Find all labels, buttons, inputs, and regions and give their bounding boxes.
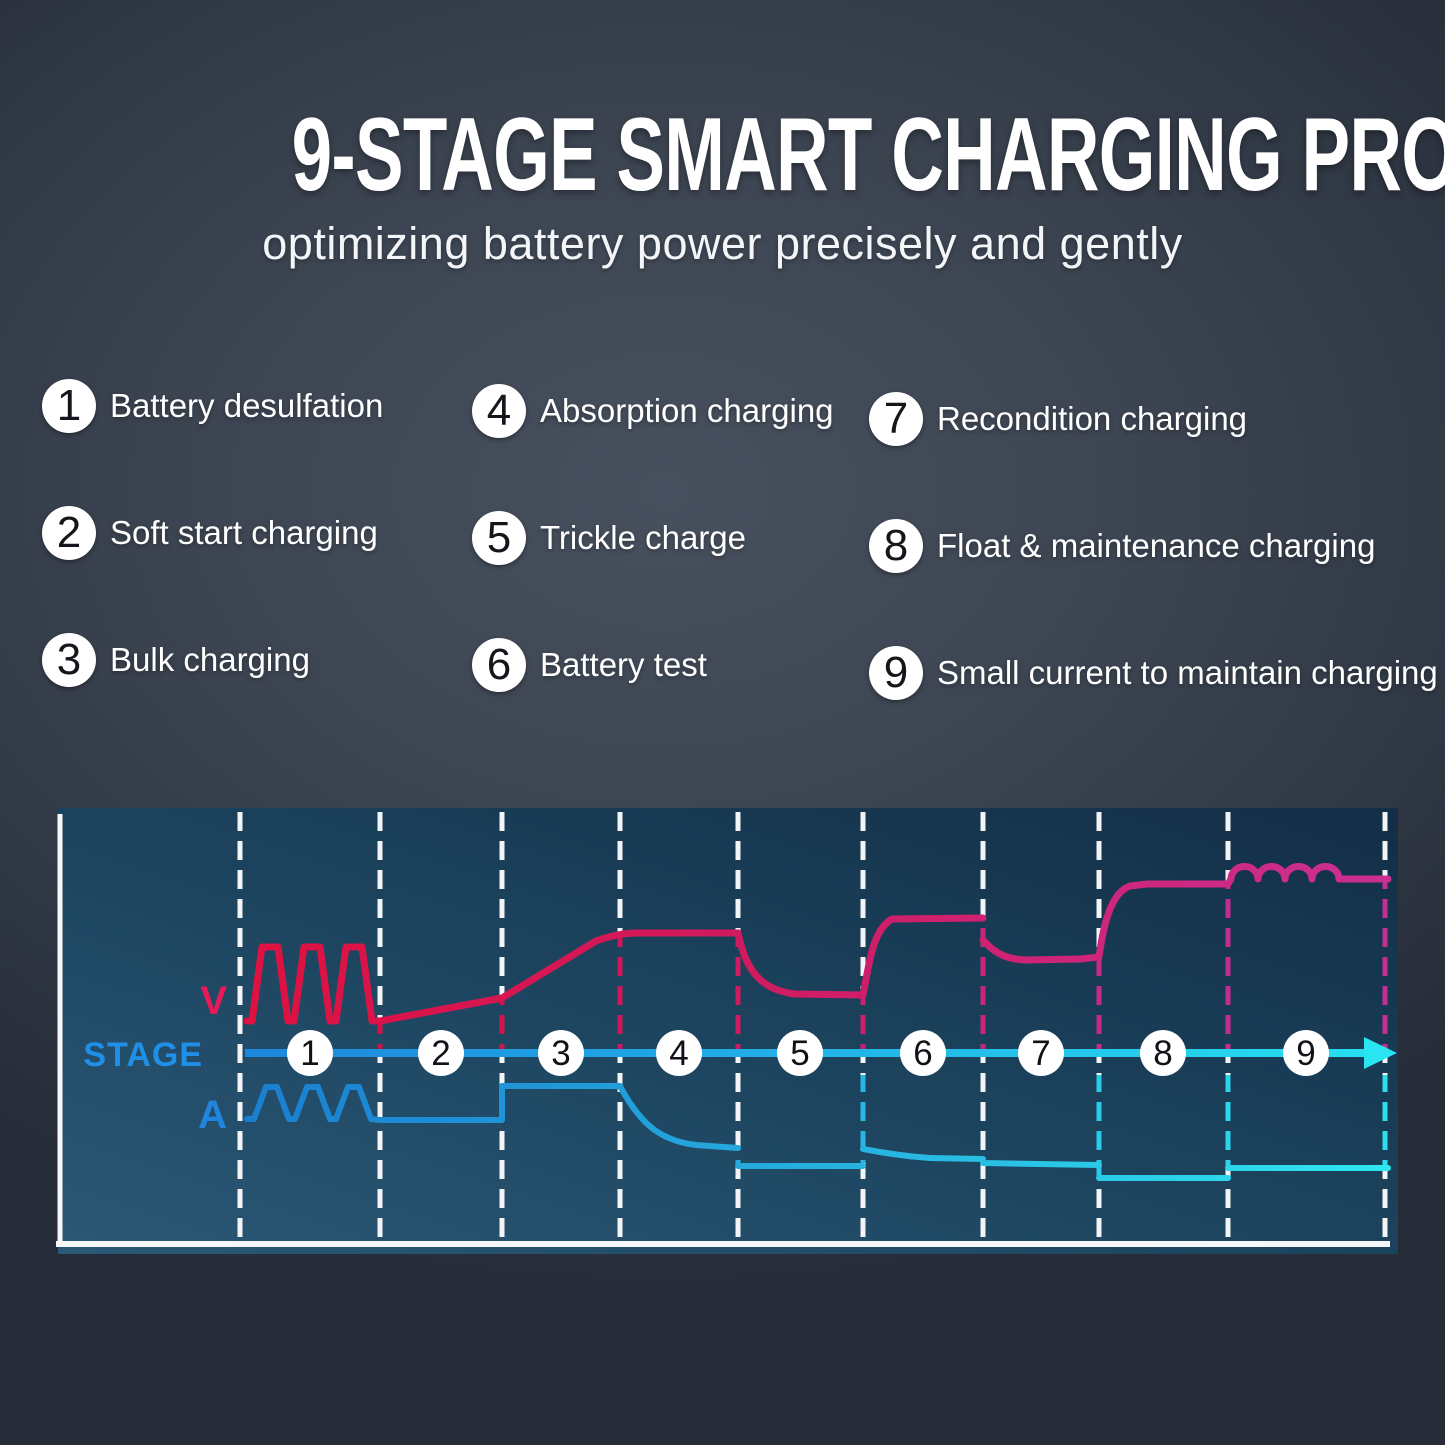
list-item-1: 1 Battery desulfation (42, 342, 472, 469)
current-axis-label: A (198, 1093, 227, 1137)
stage-number-badge: 3 (42, 632, 96, 687)
list-item-9: 9 Small current to maintain charging (869, 609, 1438, 736)
stage-label: Battery desulfation (110, 386, 384, 424)
stage-number-badge: 2 (42, 505, 96, 560)
page-subtitle: optimizing battery power precisely and g… (262, 218, 1183, 269)
stage-marker-circle (418, 1030, 464, 1076)
stage-marker-circle (1140, 1030, 1186, 1076)
stage-label: Float & maintenance charging (937, 526, 1376, 564)
stage-number-badge: 1 (42, 378, 96, 433)
list-item-8: 8 Float & maintenance charging (869, 482, 1438, 609)
stage-marker-7: 7 (1018, 1030, 1064, 1076)
stage-marker-circle (287, 1030, 333, 1076)
list-item-4: 4 Absorption charging (472, 347, 869, 474)
stage-marker-5: 5 (777, 1030, 823, 1076)
stage-marker-circle (777, 1030, 823, 1076)
page-title: 9-STAGE SMART CHARGING PROCESS (291, 97, 1445, 213)
stage-marker-6: 6 (900, 1030, 946, 1076)
stage-marker-8: 8 (1140, 1030, 1186, 1076)
stage-number-badge: 6 (472, 637, 526, 692)
stage-markers: 1 2 3 4 5 6 7 (287, 1030, 1329, 1076)
stage-list: 1 Battery desulfation 2 Soft start charg… (42, 342, 1438, 723)
stage-number-badge: 9 (869, 645, 923, 700)
stage-axis-label: STAGE (83, 1036, 203, 1074)
stage-label: Bulk charging (110, 640, 310, 678)
stage-marker-1: 1 (287, 1030, 333, 1076)
stage-label: Recondition charging (937, 399, 1248, 437)
header: 9-STAGE SMART CHARGING PROCESS (0, 96, 1445, 215)
stage-number-badge: 8 (869, 518, 923, 573)
stage-marker-3: 3 (538, 1030, 584, 1076)
stage-marker-number: 3 (551, 1034, 570, 1073)
stage-axis-arrowhead (1364, 1037, 1397, 1069)
voltage-curve (243, 863, 1392, 1025)
list-item-5: 5 Trickle charge (472, 474, 869, 601)
stage-marker-9: 9 (1283, 1030, 1329, 1076)
stage-label: Soft start charging (110, 513, 378, 551)
stage-marker-number: 1 (300, 1034, 319, 1073)
stage-number-badge: 5 (472, 510, 526, 565)
list-item-3: 3 Bulk charging (42, 596, 472, 723)
stage-label: Absorption charging (540, 391, 834, 429)
stage-marker-circle (900, 1030, 946, 1076)
stage-number-badge: 4 (472, 383, 526, 438)
stage-marker-circle (1283, 1030, 1329, 1076)
stage-marker-circle (1018, 1030, 1064, 1076)
stage-marker-number: 4 (669, 1034, 688, 1073)
stage-marker-number: 8 (1153, 1034, 1172, 1073)
chart-background (58, 808, 1398, 1254)
stage-marker-circle (538, 1030, 584, 1076)
stage-label: Small current to maintain charging (937, 653, 1438, 691)
list-item-7: 7 Recondition charging (869, 355, 1438, 482)
list-item-2: 2 Soft start charging (42, 469, 472, 596)
voltage-axis-label: V (200, 979, 227, 1023)
stage-label: Battery test (540, 645, 707, 683)
stage-marker-number: 5 (790, 1034, 809, 1073)
stage-marker-4: 4 (656, 1030, 702, 1076)
stage-marker-number: 9 (1296, 1034, 1315, 1073)
stage-number-badge: 7 (869, 391, 923, 446)
stage-marker-2: 2 (418, 1030, 464, 1076)
stage-label: Trickle charge (540, 518, 747, 556)
stage-marker-number: 6 (913, 1034, 932, 1073)
list-item-6: 6 Battery test (472, 601, 869, 728)
current-curve (244, 1083, 1391, 1181)
stage-marker-number: 7 (1031, 1034, 1050, 1073)
stage-marker-number: 2 (431, 1034, 450, 1073)
stage-marker-circle (656, 1030, 702, 1076)
